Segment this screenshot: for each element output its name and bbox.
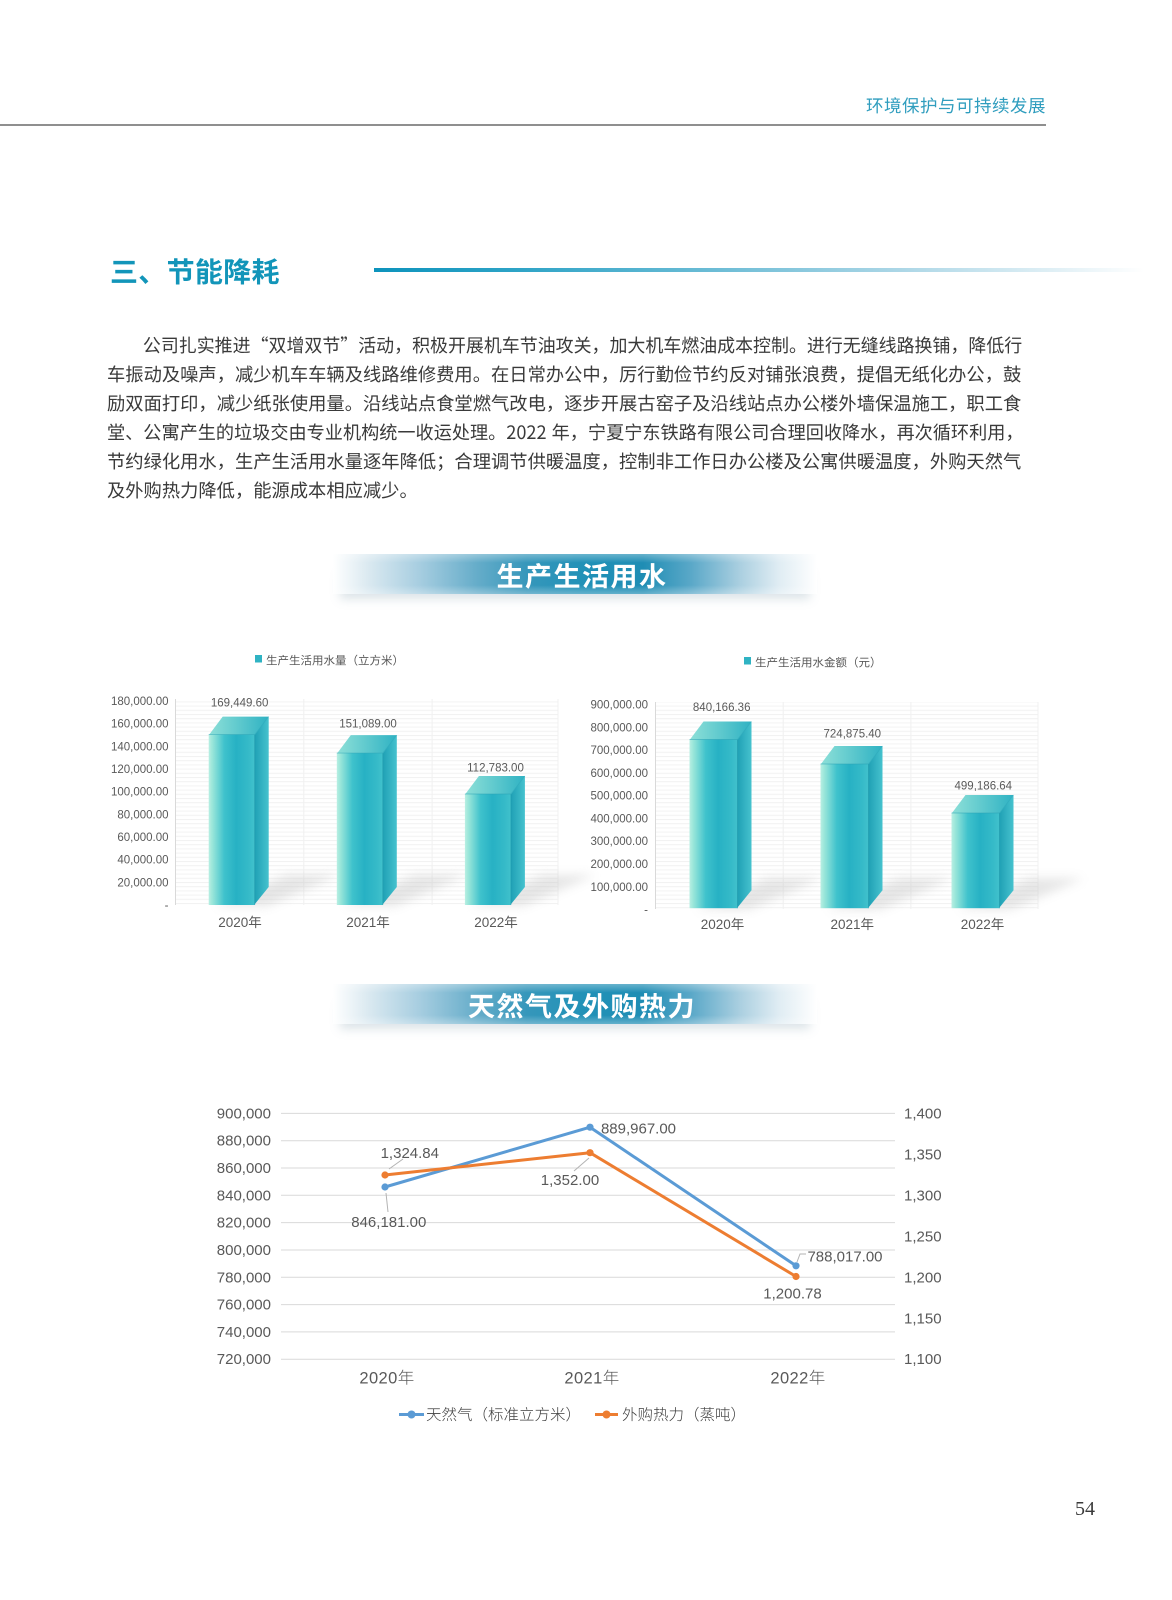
svg-text:2022年: 2022年 — [770, 1370, 825, 1388]
svg-text:724,875.40: 724,875.40 — [824, 729, 882, 741]
svg-text:499,186.64: 499,186.64 — [955, 780, 1013, 792]
svg-text:生产生活用水金额（元）: 生产生活用水金额（元） — [755, 657, 882, 670]
svg-text:788,017.00: 788,017.00 — [807, 1249, 882, 1266]
svg-text:120,000.00: 120,000.00 — [111, 764, 169, 776]
svg-text:760,000: 760,000 — [217, 1297, 271, 1314]
svg-text:160,000.00: 160,000.00 — [111, 719, 169, 731]
svg-text:2022年: 2022年 — [474, 915, 518, 930]
svg-text:500,000.00: 500,000.00 — [590, 791, 648, 803]
svg-text:300,000.00: 300,000.00 — [590, 836, 648, 848]
svg-text:1,100: 1,100 — [904, 1351, 942, 1368]
svg-text:151,089.00: 151,089.00 — [339, 719, 397, 731]
svg-text:2020年: 2020年 — [701, 917, 745, 932]
svg-text:740,000: 740,000 — [217, 1324, 271, 1341]
svg-text:840,000: 840,000 — [217, 1187, 271, 1204]
svg-text:880,000: 880,000 — [217, 1133, 271, 1150]
svg-text:2021年: 2021年 — [564, 1370, 619, 1388]
svg-text:20,000.00: 20,000.00 — [117, 877, 168, 889]
svg-text:889,967.00: 889,967.00 — [601, 1120, 676, 1137]
svg-text:780,000: 780,000 — [217, 1269, 271, 1286]
svg-text:100,000.00: 100,000.00 — [111, 787, 169, 799]
svg-text:200,000.00: 200,000.00 — [590, 859, 648, 871]
svg-text:840,166.36: 840,166.36 — [693, 702, 751, 714]
svg-text:400,000.00: 400,000.00 — [590, 813, 648, 825]
svg-text:900,000.00: 900,000.00 — [590, 700, 648, 712]
svg-text:1,300: 1,300 — [904, 1187, 942, 1204]
svg-text:天然气（标准立方米）: 天然气（标准立方米） — [426, 1406, 581, 1424]
svg-text:外购热力（蒸吨）: 外购热力（蒸吨） — [622, 1406, 746, 1424]
svg-text:2021年: 2021年 — [831, 917, 875, 932]
svg-text:860,000: 860,000 — [217, 1160, 271, 1177]
svg-text:820,000: 820,000 — [217, 1215, 271, 1232]
svg-text:800,000: 800,000 — [217, 1242, 271, 1259]
svg-text:600,000.00: 600,000.00 — [590, 768, 648, 780]
svg-text:169,449.60: 169,449.60 — [211, 698, 269, 710]
svg-text:2020年: 2020年 — [359, 1370, 414, 1388]
svg-text:2020年: 2020年 — [218, 915, 262, 930]
svg-text:-: - — [165, 900, 169, 912]
svg-text:1,350: 1,350 — [904, 1146, 942, 1163]
svg-text:140,000.00: 140,000.00 — [111, 741, 169, 753]
svg-text:1,400: 1,400 — [904, 1105, 942, 1122]
svg-text:846,181.00: 846,181.00 — [351, 1214, 426, 1231]
svg-text:720,000: 720,000 — [217, 1351, 271, 1368]
svg-text:80,000.00: 80,000.00 — [117, 809, 168, 821]
svg-text:100,000.00: 100,000.00 — [590, 882, 648, 894]
svg-text:1,324.84: 1,324.84 — [381, 1145, 439, 1162]
svg-text:60,000.00: 60,000.00 — [117, 832, 168, 844]
svg-text:800,000.00: 800,000.00 — [590, 722, 648, 734]
svg-text:700,000.00: 700,000.00 — [590, 745, 648, 757]
svg-text:1,200.78: 1,200.78 — [763, 1286, 821, 1303]
svg-text:2021年: 2021年 — [346, 915, 390, 930]
svg-text:1,200: 1,200 — [904, 1269, 942, 1286]
svg-text:生产生活用水量（立方米）: 生产生活用水量（立方米） — [266, 655, 404, 668]
svg-text:40,000.00: 40,000.00 — [117, 855, 168, 867]
svg-text:1,250: 1,250 — [904, 1228, 942, 1245]
svg-text:112,783.00: 112,783.00 — [467, 762, 524, 774]
svg-text:-: - — [644, 905, 648, 917]
svg-text:1,352.00: 1,352.00 — [541, 1172, 599, 1189]
svg-text:180,000.00: 180,000.00 — [111, 696, 169, 708]
svg-text:2022年: 2022年 — [961, 917, 1005, 932]
svg-text:1,150: 1,150 — [904, 1310, 942, 1327]
svg-text:900,000: 900,000 — [217, 1105, 271, 1122]
